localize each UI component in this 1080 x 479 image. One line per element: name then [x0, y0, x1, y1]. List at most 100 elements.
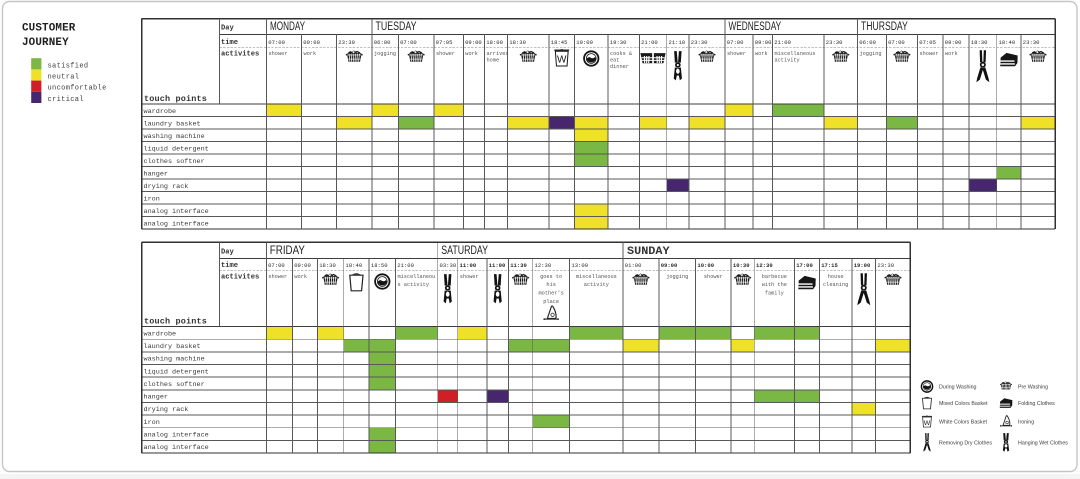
svg-text:shower: shower	[727, 51, 746, 57]
svg-text:his: his	[546, 282, 555, 288]
svg-text:19:00: 19:00	[854, 262, 871, 269]
svg-text:shower: shower	[704, 274, 723, 280]
svg-text:07:00: 07:00	[400, 39, 417, 46]
svg-text:18:30: 18:30	[319, 262, 336, 269]
svg-text:21:00: 21:00	[641, 39, 658, 46]
svg-text:wardrobe: wardrobe	[144, 108, 177, 116]
svg-text:cooks &: cooks &	[610, 51, 633, 57]
svg-text:19:30: 19:30	[610, 39, 627, 46]
svg-text:barbecue: barbecue	[762, 274, 787, 280]
svg-text:analog interface: analog interface	[144, 208, 209, 216]
svg-text:Hanging Wet Clothes: Hanging Wet Clothes	[1018, 440, 1068, 446]
svg-text:shower: shower	[268, 274, 287, 280]
svg-text:07:00: 07:00	[268, 39, 285, 46]
svg-text:work: work	[755, 51, 768, 57]
svg-text:Ironing: Ironing	[1018, 419, 1034, 425]
svg-text:jogging: jogging	[860, 51, 882, 57]
svg-text:washing machine: washing machine	[144, 133, 205, 141]
svg-text:07:00: 07:00	[727, 39, 744, 46]
svg-text:activites: activites	[221, 274, 259, 282]
svg-text:09:00: 09:00	[661, 262, 678, 269]
svg-text:clothes softner: clothes softner	[144, 381, 205, 389]
svg-text:cleaning: cleaning	[823, 282, 848, 288]
svg-text:Removing Dry Clothes: Removing Dry Clothes	[939, 440, 992, 446]
svg-text:clothes softner: clothes softner	[144, 158, 205, 166]
svg-text:work: work	[945, 51, 958, 57]
svg-text:W: W	[924, 420, 931, 427]
svg-text:neutral: neutral	[48, 74, 80, 82]
svg-text:mother's: mother's	[539, 291, 564, 297]
svg-text:analog interface: analog interface	[144, 220, 209, 228]
svg-text:11:00: 11:00	[489, 262, 506, 269]
svg-text:11:00: 11:00	[460, 262, 477, 269]
svg-text:18:30: 18:30	[971, 39, 988, 46]
svg-text:activites: activites	[221, 51, 259, 59]
svg-text:dinner: dinner	[610, 64, 629, 70]
svg-text:place: place	[543, 299, 559, 305]
svg-text:Day: Day	[221, 248, 235, 256]
svg-text:09:00: 09:00	[294, 262, 311, 269]
svg-text:time: time	[221, 262, 238, 270]
svg-text:drying rack: drying rack	[144, 406, 189, 414]
svg-text:11:30: 11:30	[510, 262, 527, 269]
svg-text:SATURDAY: SATURDAY	[441, 245, 488, 257]
svg-text:18:40: 18:40	[346, 262, 363, 269]
svg-text:17:15: 17:15	[821, 262, 838, 269]
svg-text:23:30: 23:30	[691, 39, 708, 46]
svg-text:03:30: 03:30	[440, 262, 457, 269]
svg-text:07:00: 07:00	[268, 262, 285, 269]
svg-text:FRIDAY: FRIDAY	[270, 245, 305, 257]
svg-text:uncomfortable: uncomfortable	[48, 85, 107, 93]
svg-text:12:30: 12:30	[756, 262, 773, 269]
svg-text:family: family	[765, 291, 784, 297]
svg-text:shower: shower	[436, 51, 455, 57]
svg-text:analog interface: analog interface	[144, 432, 209, 440]
svg-text:Folding Clothes: Folding Clothes	[1018, 401, 1055, 407]
svg-text:Day: Day	[221, 25, 235, 33]
svg-text:10:30: 10:30	[733, 262, 750, 269]
svg-text:hanger: hanger	[144, 170, 168, 178]
svg-text:09:00: 09:00	[945, 39, 962, 46]
svg-text:21:10: 21:10	[669, 39, 686, 46]
svg-text:06:00: 06:00	[859, 39, 876, 46]
svg-text:White Colors Basket: White Colors Basket	[939, 419, 988, 425]
svg-text:goes to: goes to	[540, 274, 562, 280]
svg-text:Mixed Colors Basket: Mixed Colors Basket	[939, 401, 988, 407]
svg-text:miscellaneous: miscellaneous	[576, 274, 617, 280]
svg-text:washing machine: washing machine	[144, 356, 205, 364]
svg-text:house: house	[828, 274, 844, 280]
svg-text:18:50: 18:50	[371, 262, 388, 269]
svg-text:TUESDAY: TUESDAY	[376, 21, 417, 33]
svg-text:During Washing: During Washing	[939, 384, 977, 390]
svg-text:07:00: 07:00	[888, 39, 905, 46]
svg-text:critical: critical	[48, 96, 84, 104]
svg-text:07:05: 07:05	[919, 39, 936, 46]
svg-text:laundry basket: laundry basket	[144, 343, 201, 351]
svg-text:work: work	[304, 51, 317, 57]
svg-text:shower: shower	[269, 51, 288, 57]
svg-text:jogging: jogging	[666, 274, 688, 280]
svg-text:analog interface: analog interface	[144, 444, 209, 452]
svg-text:arrives: arrives	[487, 51, 509, 57]
svg-text:09:00: 09:00	[465, 39, 482, 46]
svg-text:Pre Washing: Pre Washing	[1018, 384, 1048, 390]
svg-text:satisfied: satisfied	[48, 62, 89, 70]
svg-text:21:00: 21:00	[397, 262, 414, 269]
svg-text:21:00: 21:00	[774, 39, 791, 46]
svg-text:with the: with the	[762, 282, 787, 288]
svg-text:eat: eat	[610, 58, 619, 64]
svg-text:time: time	[221, 39, 238, 47]
svg-text:23:30: 23:30	[1023, 39, 1040, 46]
svg-text:activity: activity	[775, 58, 800, 64]
svg-text:18:00: 18:00	[486, 39, 503, 46]
svg-text:09:00: 09:00	[755, 39, 772, 46]
svg-text:hanger: hanger	[144, 394, 168, 402]
svg-text:W: W	[557, 55, 567, 66]
svg-text:touch points: touch points	[144, 316, 207, 326]
svg-text:THURSDAY: THURSDAY	[861, 21, 908, 33]
svg-text:23:30: 23:30	[338, 39, 355, 46]
svg-text:s activity: s activity	[398, 282, 430, 288]
svg-text:12:30: 12:30	[535, 262, 552, 269]
svg-text:18:30: 18:30	[509, 39, 526, 46]
svg-text:iron: iron	[144, 195, 160, 203]
